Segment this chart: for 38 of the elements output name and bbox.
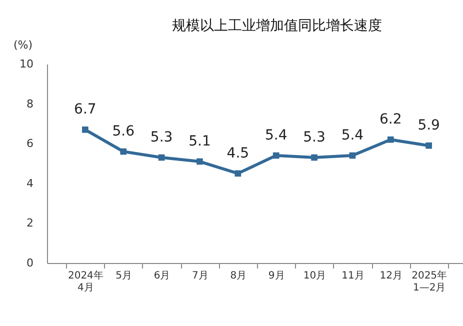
y-tick-label: 0 <box>26 256 34 270</box>
y-tick-label: 6 <box>26 137 34 150</box>
data-label: 5.1 <box>188 134 211 150</box>
data-label: 5.3 <box>303 130 326 146</box>
point <box>82 126 88 133</box>
y-axis-title: (%) <box>14 38 33 52</box>
y-tick-label: 10 <box>20 58 34 70</box>
x-tick-label: 12月 <box>380 270 403 282</box>
x-tick-label: 10月 <box>303 270 326 282</box>
point <box>158 154 165 161</box>
point <box>234 170 242 177</box>
x-tick-label: 7月 <box>192 270 208 282</box>
point <box>426 142 432 149</box>
chart-title: 规模以上工业增加值同比增长速度 <box>172 18 382 34</box>
x-tick-label: 6月 <box>154 270 170 282</box>
data-label: 6.2 <box>380 112 402 128</box>
x-tick-label: 2025年 1—2月 <box>412 270 448 294</box>
data-label: 4.5 <box>226 145 250 162</box>
point <box>120 148 127 155</box>
x-tick-label: 8月 <box>230 270 247 282</box>
y-tick-label: 4 <box>26 176 34 190</box>
data-label: 5.3 <box>150 130 173 146</box>
data-label: 5.4 <box>341 128 364 144</box>
point <box>311 154 318 161</box>
data-label: 5.4 <box>264 128 288 144</box>
point <box>196 158 203 165</box>
y-tick-label: 2 <box>26 216 34 230</box>
point <box>272 152 280 159</box>
x-tick-label: 9月 <box>268 270 285 282</box>
y-tick-label: 8 <box>26 97 34 110</box>
point <box>387 136 394 143</box>
x-tick-label: 5月 <box>116 270 132 282</box>
data-label: 5.6 <box>112 124 135 140</box>
x-tick-label: 2024年 4月 <box>68 270 104 294</box>
data-label: 5.9 <box>418 118 440 134</box>
x-tick-label: 11月 <box>342 270 364 282</box>
data-label: 6.7 <box>74 102 96 118</box>
point <box>349 152 356 159</box>
